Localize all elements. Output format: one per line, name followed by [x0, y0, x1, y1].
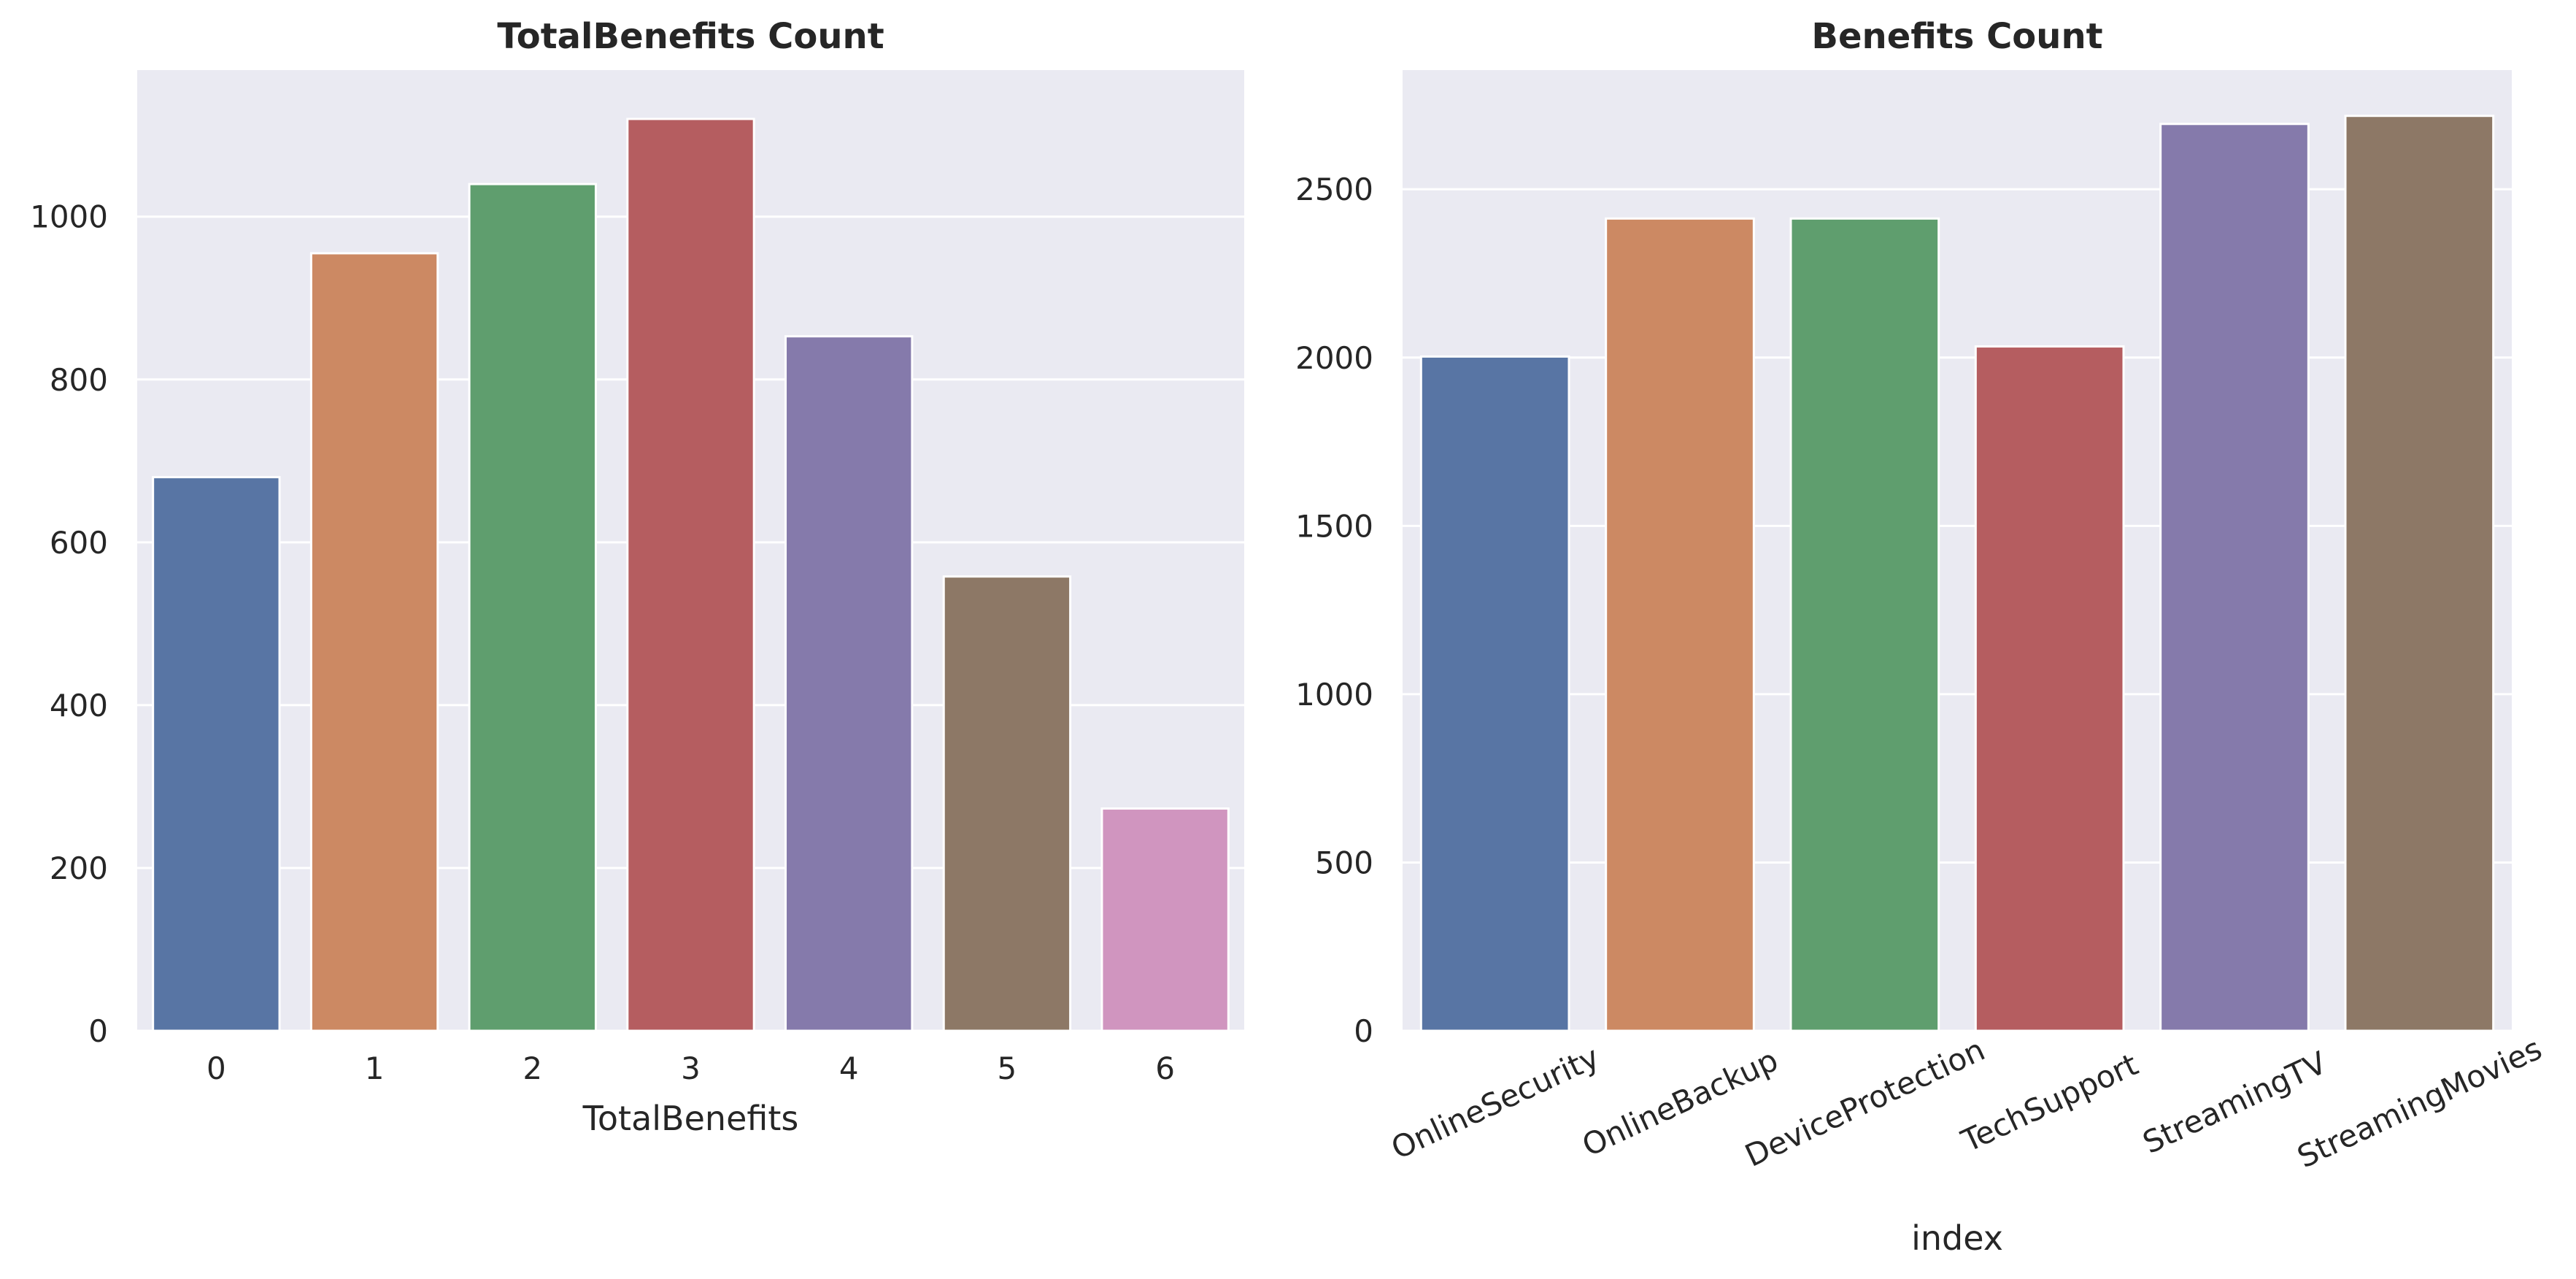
- bar-1: [309, 252, 439, 1032]
- x-tick-label: 1: [365, 1051, 385, 1086]
- y-tick-label: 200: [50, 850, 108, 886]
- y-tick-label: 2000: [1295, 340, 1373, 376]
- bar-streamingmovies: [2344, 115, 2495, 1032]
- x-tick-label: 4: [839, 1051, 859, 1086]
- x-tick-label: StreamingMovies: [2292, 1031, 2548, 1175]
- bar-5: [942, 575, 1072, 1032]
- x-axis-label: TotalBenefits: [582, 1099, 799, 1138]
- bar-6: [1100, 807, 1230, 1032]
- y-tick-label: 1000: [1295, 677, 1373, 713]
- bar-onlinesecurity: [1419, 355, 1570, 1032]
- plot-area: [1403, 70, 2512, 1031]
- y-tick-label: 600: [50, 525, 108, 561]
- chart-title: Benefits Count: [1811, 16, 2102, 57]
- y-tick-label: 500: [1315, 845, 1373, 880]
- bar-streamingtv: [2159, 123, 2310, 1032]
- chart-benefits-count: 05001000150020002500OnlineSecurityOnline…: [1295, 16, 2547, 1258]
- y-tick-label: 0: [1354, 1013, 1373, 1049]
- y-tick-label: 800: [50, 362, 108, 398]
- x-tick-label: OnlineSecurity: [1386, 1039, 1605, 1167]
- x-tick-label: 2: [522, 1051, 542, 1086]
- chart-title: TotalBenefits Count: [497, 16, 884, 57]
- y-tick-label: 2500: [1295, 172, 1373, 207]
- y-tick-label: 1000: [30, 199, 108, 235]
- bar-0: [152, 476, 281, 1032]
- bar-3: [626, 118, 755, 1032]
- chart-totalbenefits-count: 0 200 400 600 800 1000 0 1 2 3 4 5 6 TotalBenefits Co…: [30, 16, 1244, 1138]
- y-tick-label: 1500: [1295, 508, 1373, 544]
- x-tick-label: 0: [207, 1051, 226, 1086]
- x-tick-label: 3: [681, 1051, 701, 1086]
- x-tick-label: 5: [998, 1051, 1017, 1086]
- x-axis-label: index: [1911, 1218, 2003, 1258]
- x-tick-label: DeviceProtection: [1740, 1032, 1990, 1174]
- bar-onlinebackup: [1605, 217, 1755, 1032]
- bar-techsupport: [1974, 345, 2125, 1032]
- y-tick-label: 0: [88, 1013, 108, 1049]
- y-tick-label: 400: [50, 688, 108, 723]
- bar-2: [468, 183, 597, 1032]
- bar-deviceprotection: [1789, 217, 1940, 1032]
- bar-4: [784, 335, 914, 1032]
- x-tick-label: 6: [1155, 1051, 1175, 1086]
